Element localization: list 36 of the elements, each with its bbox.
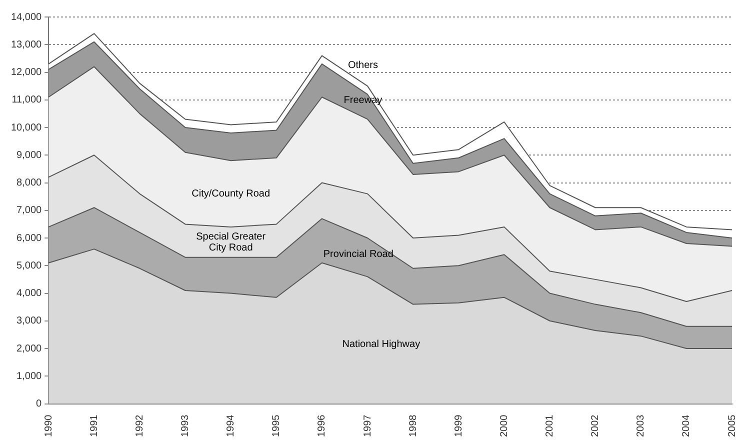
x-tick-label: 2004 bbox=[681, 414, 692, 438]
y-tick-label: 9,000 bbox=[16, 150, 42, 161]
y-tick-label: 14,000 bbox=[10, 12, 42, 23]
series-label: City/County Road bbox=[192, 188, 270, 200]
x-tick-label: 2005 bbox=[726, 414, 738, 438]
y-tick-label: 13,000 bbox=[10, 39, 42, 50]
y-tick-label: 4,000 bbox=[16, 288, 42, 300]
x-tick-label: 2003 bbox=[636, 414, 647, 438]
y-tick-label: 0 bbox=[36, 398, 42, 410]
x-tick-label: 1998 bbox=[408, 414, 419, 438]
y-tick-label: 7,000 bbox=[16, 205, 42, 216]
y-tick-label: 1,000 bbox=[16, 370, 42, 382]
series-label: Special Greater City Road bbox=[196, 231, 266, 254]
y-tick-label: 3,000 bbox=[16, 316, 42, 327]
x-tick-label: 1995 bbox=[271, 414, 282, 438]
x-tick-label: 1993 bbox=[180, 414, 192, 438]
x-tick-label: 2001 bbox=[544, 414, 556, 438]
y-tick-label: 6,000 bbox=[16, 232, 42, 244]
y-tick-label: 11,000 bbox=[12, 94, 42, 106]
x-tick-label: 1990 bbox=[43, 414, 54, 438]
x-tick-label: 1992 bbox=[134, 414, 146, 438]
x-tick-label: 2000 bbox=[498, 414, 510, 438]
series-label: Provincial Road bbox=[323, 248, 394, 260]
series-label: Others bbox=[348, 60, 378, 71]
x-tick-label: 1999 bbox=[453, 414, 464, 438]
y-tick-label: 5,000 bbox=[16, 260, 42, 272]
series-label: National Highway bbox=[342, 339, 420, 350]
y-tick-label: 10,000 bbox=[10, 122, 42, 134]
x-tick-label: 1991 bbox=[88, 414, 100, 438]
x-tick-label: 1996 bbox=[316, 414, 328, 438]
y-tick-label: 12,000 bbox=[10, 67, 42, 78]
x-tick-label: 1997 bbox=[362, 414, 374, 438]
x-tick-label: 1994 bbox=[226, 414, 237, 438]
y-tick-label: 8,000 bbox=[16, 178, 42, 188]
y-tick-label: 2,000 bbox=[16, 343, 42, 354]
x-tick-label: 2002 bbox=[590, 414, 602, 438]
